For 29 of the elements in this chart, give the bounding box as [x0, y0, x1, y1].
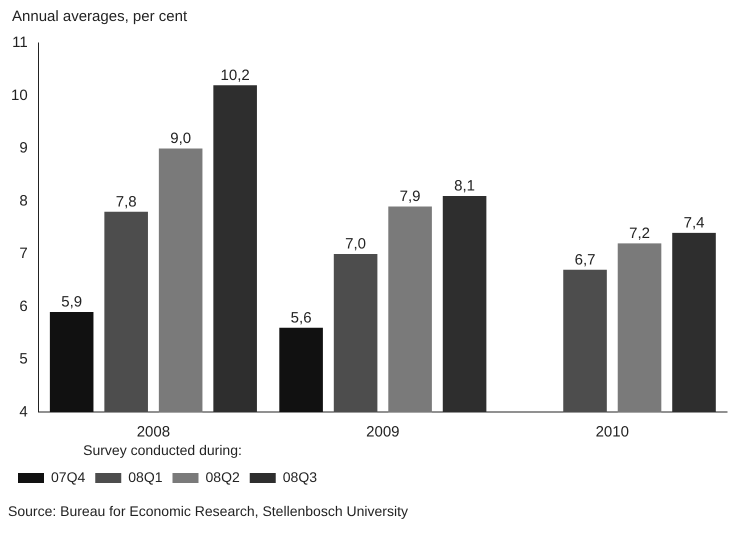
data-label: 10,2	[220, 66, 250, 84]
data-label: 9,0	[170, 130, 192, 148]
y-tick-label: 9	[19, 140, 28, 157]
data-label: 7,0	[345, 236, 366, 253]
y-tick-label: 6	[19, 298, 28, 315]
x-tick-label: 2008	[136, 423, 170, 440]
data-label: 7,4	[684, 214, 704, 232]
legend-label: 07Q4	[51, 468, 86, 485]
legend-label: 08Q1	[128, 468, 163, 485]
source-note: Source: Bureau for Economic Research, Stellenbosch University	[8, 503, 409, 519]
x-tick-label: 2009	[366, 423, 400, 440]
x-tick-label: 2010	[596, 423, 629, 440]
data-label: 7,2	[629, 225, 650, 242]
y-axis-title: Annual averages, per cent	[12, 8, 188, 25]
data-label: 5,6	[290, 309, 312, 326]
y-tick-label: 5	[19, 350, 28, 368]
data-label: 8,1	[454, 178, 476, 195]
data-label: 7,8	[116, 193, 137, 210]
data-label: 6,7	[574, 251, 596, 268]
legend-label: 08Q3	[282, 468, 318, 485]
y-tick-label: 11	[12, 34, 28, 52]
data-label: 5,9	[61, 294, 82, 311]
y-tick-label: 4	[19, 403, 28, 420]
legend-label: 08Q2	[205, 468, 240, 485]
legend-title: Survey conducted during:	[83, 442, 242, 458]
y-tick-label: 8	[19, 192, 28, 210]
y-tick-label: 10	[10, 86, 28, 104]
y-tick-label: 7	[19, 245, 28, 262]
data-label: 7,9	[400, 188, 421, 206]
